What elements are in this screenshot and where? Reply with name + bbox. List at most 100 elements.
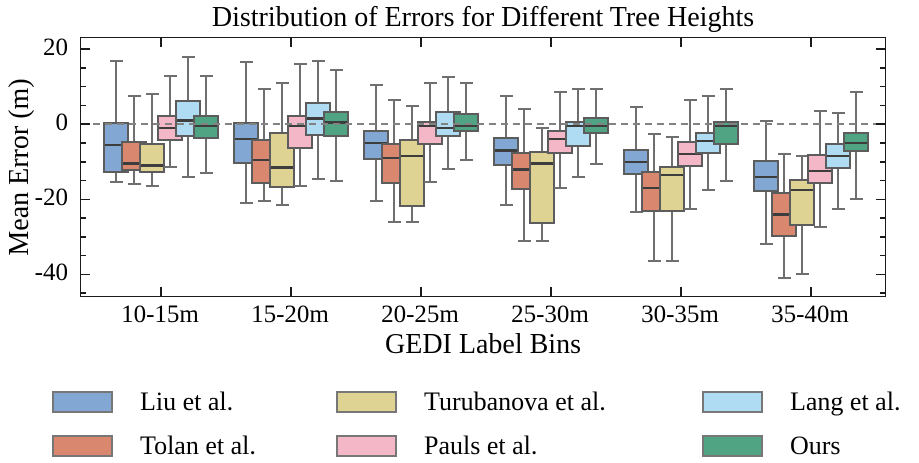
whisker-cap [239,202,253,205]
median-line [253,158,275,162]
x-tick [420,38,422,47]
whisker-stem [765,120,767,160]
whisker-stem [725,144,727,181]
x-tick-label: 25-30m [511,301,589,328]
x-tick [290,38,292,47]
whisker-cap [535,127,549,130]
x-tick-label: 15-20m [251,301,329,328]
whisker-cap [499,95,513,98]
whisker-cap [719,179,733,182]
whisker-stem [317,60,319,102]
y-tick-label: 0 [55,109,69,137]
y-tick-label: -20 [34,184,68,212]
legend-swatch [702,391,763,413]
whisker-stem [169,75,171,115]
y-tick [81,273,90,276]
legend-swatch [52,391,113,413]
whisker-stem [299,64,301,115]
whisker-stem [133,96,135,142]
median-line [141,164,163,167]
whisker-cap [369,83,383,86]
median-line [307,117,329,120]
median-line [177,119,199,122]
whisker-cap [423,181,437,184]
whisker-cap [813,226,827,229]
whisker-cap [777,277,791,280]
whisker-cap [647,132,661,135]
y-tick [876,273,885,276]
whisker-cap [629,106,643,109]
legend-label: Tolan et al. [140,431,256,460]
x-tick [680,38,682,47]
whisker-stem [187,137,189,177]
whisker-cap [441,168,455,171]
whisker-stem [559,92,561,130]
whisker-cap [719,87,733,90]
whisker-stem [447,137,449,170]
whisker-stem [635,107,637,149]
whisker-cap [831,207,845,210]
legend-label: Lang et al. [790,387,901,416]
whisker-stem [281,83,283,132]
whisker-stem [801,156,803,179]
whisker-stem [855,152,857,200]
whisker-stem [317,135,319,179]
whisker-cap [145,93,159,96]
y-minor-tick [81,217,86,219]
whisker-cap [329,179,343,182]
x-axis-label: GEDI Label Bins [385,329,581,360]
y-minor-tick [880,236,885,238]
median-line [567,124,589,128]
whisker-cap [369,200,383,203]
x-tick [290,287,292,296]
y-minor-tick [81,86,86,88]
y-minor-tick [81,161,86,163]
y-tick-label: -40 [34,259,68,287]
whisker-cap [109,181,123,184]
y-minor-tick [880,254,885,257]
y-tick [876,123,885,126]
x-tick [420,287,422,296]
whisker-cap [181,55,195,58]
whisker-cap [701,188,715,191]
legend-swatch [702,435,763,457]
whisker-stem [541,223,543,241]
whisker-cap [665,260,679,263]
whisker-cap [553,187,567,190]
whisker-cap [387,98,401,101]
whisker-stem [707,154,709,190]
whisker-stem [447,77,449,112]
whisker-stem [505,96,507,138]
x-tick-label: 10-15m [121,301,199,328]
whisker-stem [281,188,283,205]
median-line [383,156,405,160]
whisker-cap [759,243,773,246]
whisker-cap [275,82,289,85]
whisker-stem [151,173,153,187]
x-tick [160,287,162,296]
whisker-cap [459,158,473,161]
box [789,178,815,226]
whisker-stem [819,111,821,155]
y-minor-tick [81,254,86,257]
whisker-stem [837,113,839,144]
whisker-stem [559,154,561,189]
y-minor-tick [880,292,885,294]
whisker-stem [541,128,543,151]
median-line [289,124,311,128]
whisker-stem [653,133,655,172]
whisker-stem [429,144,431,183]
y-tick [81,48,90,51]
whisker-stem [335,69,337,112]
median-line [827,154,849,158]
x-tick [810,38,812,47]
plot-area [80,37,886,297]
whisker-cap [647,260,661,263]
legend-label: Pauls et al. [424,431,538,460]
y-minor-tick [880,104,885,107]
x-tick-label: 30-35m [641,301,719,328]
whisker-stem [783,154,785,192]
whisker-stem [689,99,691,142]
y-minor-tick [880,179,885,182]
whisker-cap [311,177,325,180]
